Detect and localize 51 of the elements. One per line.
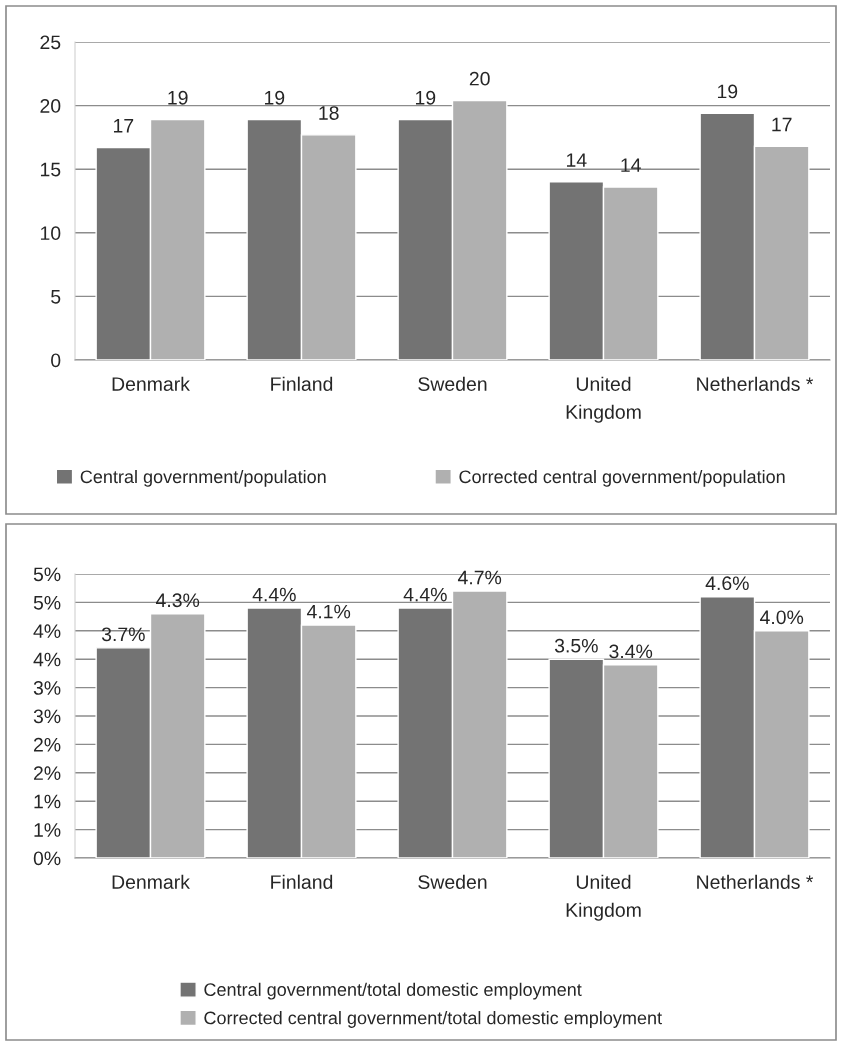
y-tick-label: 25 [40,35,61,50]
data-label: 4.0% [759,610,804,625]
data-label: 3.5% [554,638,598,653]
x-tick-label: Sweden [418,376,487,391]
y-tick-label: 3% [33,681,61,695]
data-label: 14 [621,158,641,172]
y-tick-label: 4% [33,652,61,667]
data-label: 17 [113,119,134,133]
legend-label: Corrected central government/total domestic employment [204,1011,662,1028]
y-tick-label: 5% [33,595,61,610]
x-tick-label: Netherlands * [697,874,814,889]
y-tick-label: 3% [33,709,61,724]
y-tick-label: 1% [34,823,61,837]
y-tick-label: 20 [40,99,61,113]
data-label: 4.3% [155,593,200,608]
data-label: 3.4% [609,644,653,659]
y-tick-label: 5% [33,567,61,582]
x-tick-label: Netherlands * [697,376,814,391]
x-tick-label: United Kingdom [566,376,641,423]
data-label: 14 [566,153,587,167]
y-tick-label: 5 [51,290,61,304]
y-tick-label: 2% [33,737,61,752]
data-label: 18 [319,106,339,120]
data-label: 20 [469,71,490,86]
x-tick-label: United Kingdom [566,874,641,921]
legend-label: Corrected central government/population [459,469,785,487]
y-tick-label: 10 [40,226,61,241]
data-label: 4.4% [403,587,447,602]
data-label: 3.7% [101,627,145,642]
data-label: 19 [264,90,285,105]
y-tick-label: 15 [40,162,61,177]
y-tick-label: 2% [33,766,61,780]
x-tick-label: Denmark [112,874,190,889]
data-label: 4.7% [457,570,502,585]
x-tick-label: Sweden [418,874,487,889]
legend-label: Central government/population [80,469,326,487]
data-label: 4.1% [306,604,351,619]
data-label: 19 [717,84,738,99]
data-label: 19 [415,90,436,105]
x-tick-label: Finland [271,376,333,391]
y-tick-label: 1% [34,794,61,809]
y-tick-label: 0% [33,851,61,866]
x-tick-label: Denmark [112,376,190,391]
data-label: 4.4% [252,587,296,602]
data-label: 4.6% [705,576,749,591]
legend-label: Central government/total domestic employment [204,982,582,1000]
data-label: 19 [168,90,188,105]
data-label: 17 [772,117,792,132]
y-tick-label: 0 [51,353,61,368]
x-tick-label: Finland [271,874,333,889]
y-tick-label: 4% [33,624,61,638]
